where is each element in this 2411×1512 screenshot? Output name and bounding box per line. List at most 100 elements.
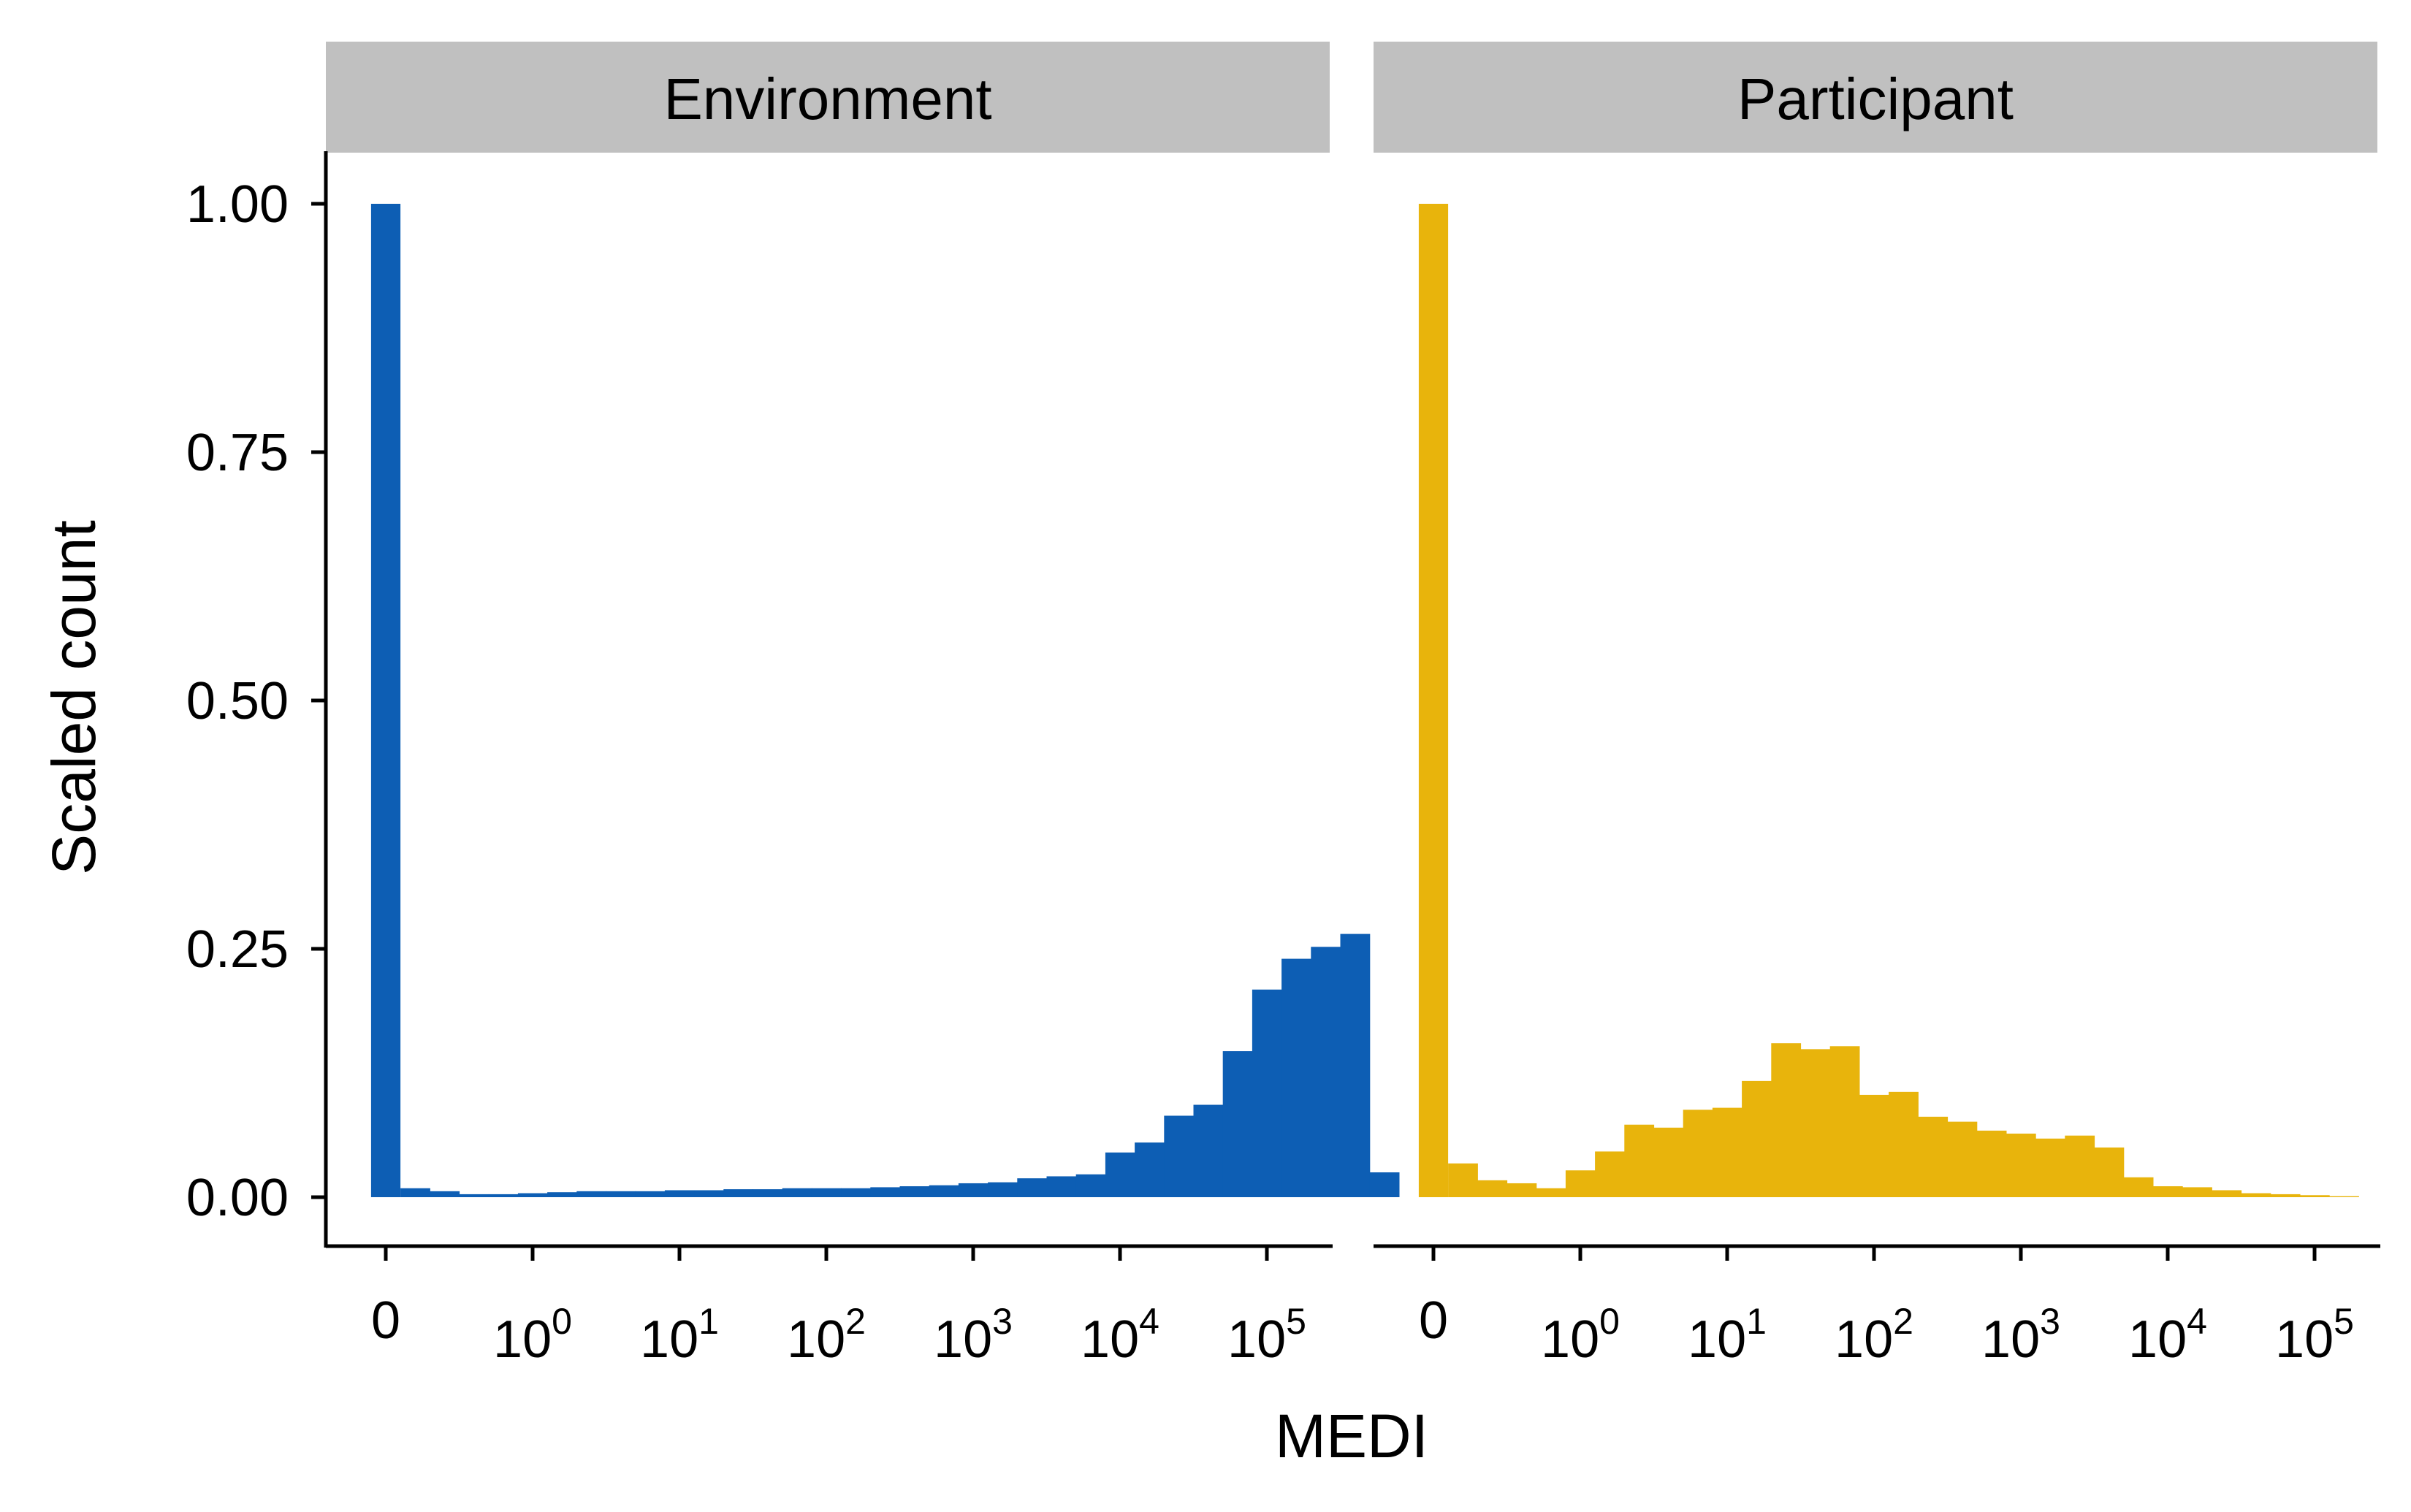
bar bbox=[1448, 1163, 1478, 1197]
bar bbox=[2065, 1135, 2095, 1197]
strip-background bbox=[1374, 42, 2377, 153]
bar bbox=[1859, 1094, 1889, 1197]
bar bbox=[1164, 1115, 1195, 1197]
x-tick-label: 101 bbox=[1688, 1301, 1767, 1369]
bar bbox=[1369, 1172, 1400, 1197]
bar bbox=[2329, 1196, 2359, 1197]
bar bbox=[1105, 1152, 1135, 1197]
bar bbox=[1976, 1130, 2007, 1197]
bar bbox=[753, 1189, 783, 1197]
bar bbox=[1653, 1127, 1684, 1197]
x-tick-label: 100 bbox=[1541, 1301, 1620, 1369]
bar bbox=[1683, 1110, 1713, 1197]
bar bbox=[958, 1183, 989, 1197]
bar bbox=[430, 1191, 460, 1197]
x-tick-label: 104 bbox=[2128, 1301, 2207, 1369]
y-tick-label: 0.25 bbox=[186, 920, 289, 979]
x-axis-title: MEDI bbox=[1275, 1402, 1428, 1470]
bar bbox=[664, 1190, 695, 1197]
bar bbox=[929, 1185, 959, 1197]
bar bbox=[2182, 1187, 2212, 1197]
bar bbox=[782, 1188, 812, 1197]
bar bbox=[1193, 1104, 1224, 1197]
bar bbox=[694, 1190, 724, 1197]
bar bbox=[1712, 1107, 1742, 1197]
bar bbox=[841, 1188, 871, 1197]
bar bbox=[576, 1191, 607, 1197]
bar bbox=[811, 1188, 842, 1197]
bar bbox=[1565, 1170, 1596, 1197]
x-tick-label: 103 bbox=[1981, 1301, 2060, 1369]
strip-background bbox=[326, 42, 1330, 153]
bar bbox=[988, 1182, 1018, 1197]
bar bbox=[1536, 1188, 1566, 1197]
bars bbox=[370, 204, 1400, 1197]
x-tick-label: 103 bbox=[934, 1301, 1013, 1369]
bar bbox=[1918, 1116, 1949, 1197]
bar bbox=[2094, 1148, 2125, 1197]
bar bbox=[1340, 933, 1371, 1197]
bar bbox=[1800, 1049, 1831, 1197]
bar bbox=[635, 1191, 666, 1197]
bar bbox=[400, 1188, 430, 1197]
y-tick-label: 0.75 bbox=[186, 424, 289, 482]
bar bbox=[547, 1192, 577, 1197]
bar bbox=[1135, 1142, 1165, 1197]
bar-zero bbox=[1418, 204, 1449, 1197]
strip-label: Environment bbox=[663, 66, 991, 131]
bar bbox=[1829, 1046, 1860, 1197]
bar bbox=[2123, 1177, 2154, 1197]
bar bbox=[2241, 1193, 2271, 1197]
x-tick-label: 105 bbox=[2275, 1301, 2354, 1369]
panel-environment: Environment 0 100 101 102 103 104 105 bbox=[326, 42, 1400, 1369]
bar bbox=[1595, 1151, 1625, 1197]
x-tick-label: 101 bbox=[640, 1301, 719, 1369]
x-axis: 0 100 101 102 103 104 105 bbox=[1374, 1244, 2380, 1369]
bar bbox=[899, 1186, 930, 1197]
bar bbox=[1222, 1051, 1253, 1197]
y-tick-label: 0.50 bbox=[186, 672, 289, 730]
x-tick-label: 0 bbox=[1419, 1291, 1448, 1350]
bar bbox=[1507, 1183, 1537, 1197]
y-tick-label: 0.00 bbox=[186, 1169, 289, 1227]
x-tick-label: 0 bbox=[371, 1291, 400, 1350]
bars bbox=[1418, 204, 2359, 1197]
panel-participant: Participant 0 100 101 102 103 104 105 bbox=[1374, 42, 2380, 1369]
bar bbox=[1477, 1180, 1508, 1197]
bar bbox=[2270, 1194, 2301, 1197]
bar bbox=[1889, 1091, 1919, 1197]
bar bbox=[1311, 947, 1341, 1197]
x-tick-label: 102 bbox=[1835, 1301, 1913, 1369]
bar bbox=[870, 1187, 901, 1197]
bar bbox=[1017, 1178, 1048, 1197]
x-tick-label: 105 bbox=[1227, 1301, 1306, 1369]
bar bbox=[1046, 1176, 1077, 1197]
bar bbox=[459, 1194, 490, 1197]
bar bbox=[2035, 1138, 2065, 1197]
bar bbox=[1624, 1124, 1655, 1197]
x-tick-label: 104 bbox=[1081, 1301, 1159, 1369]
strip-label: Participant bbox=[1737, 66, 2014, 131]
bar bbox=[723, 1189, 754, 1197]
bar bbox=[2006, 1133, 2036, 1197]
bar bbox=[2152, 1186, 2183, 1197]
x-tick-label: 100 bbox=[493, 1301, 572, 1369]
y-tick-label: 1.00 bbox=[186, 175, 289, 234]
bar bbox=[488, 1194, 519, 1197]
bar bbox=[1281, 958, 1311, 1197]
bar bbox=[606, 1191, 636, 1197]
x-axis: 0 100 101 102 103 104 105 bbox=[326, 1244, 1333, 1369]
bar bbox=[1947, 1121, 1978, 1197]
x-tick-label: 102 bbox=[787, 1301, 866, 1369]
bar bbox=[1075, 1174, 1106, 1197]
bar bbox=[1742, 1080, 1772, 1197]
bar bbox=[1771, 1043, 1802, 1197]
y-axis: 0.00 0.25 0.50 0.75 1.00 bbox=[186, 151, 328, 1248]
bar bbox=[2212, 1190, 2242, 1197]
bar bbox=[1252, 989, 1282, 1197]
bar-zero bbox=[370, 204, 401, 1197]
bar bbox=[517, 1193, 548, 1197]
y-axis-title: Scaled count bbox=[39, 520, 108, 875]
bar bbox=[2299, 1195, 2330, 1197]
